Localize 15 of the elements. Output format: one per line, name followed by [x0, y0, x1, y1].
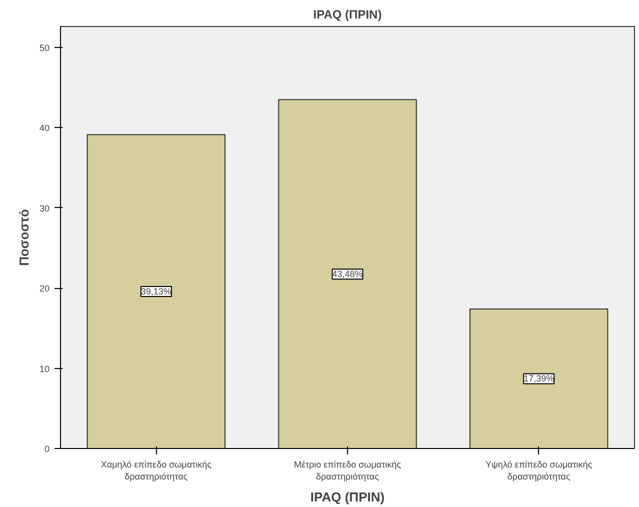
- y-tick-label: 30: [39, 203, 50, 214]
- y-tick-label: 50: [39, 42, 50, 53]
- x-tick-label: Υψηλό επίπεδο σωματικής δραστηριότητας: [486, 460, 593, 482]
- x-tick-label: Χαμηλό επίπεδο σωματικής δραστηριότητας: [100, 460, 212, 482]
- y-tick-label: 20: [39, 284, 50, 294]
- bar: [278, 99, 417, 448]
- x-axis-title: IPAQ (ΠΡΙΝ): [310, 490, 385, 504]
- chart-title: IPAQ (ΠΡΙΝ): [313, 8, 382, 22]
- y-tick-label: 0: [44, 444, 50, 454]
- y-axis-title: Ποσοστό: [16, 209, 32, 266]
- bar: [469, 308, 608, 448]
- y-tick-label: 10: [39, 364, 50, 374]
- bar: [86, 134, 226, 448]
- x-tick-label: Μέτριο επίπεδο σωματικής δραστηριότητας: [294, 460, 402, 482]
- y-tick-label: 40: [39, 123, 50, 134]
